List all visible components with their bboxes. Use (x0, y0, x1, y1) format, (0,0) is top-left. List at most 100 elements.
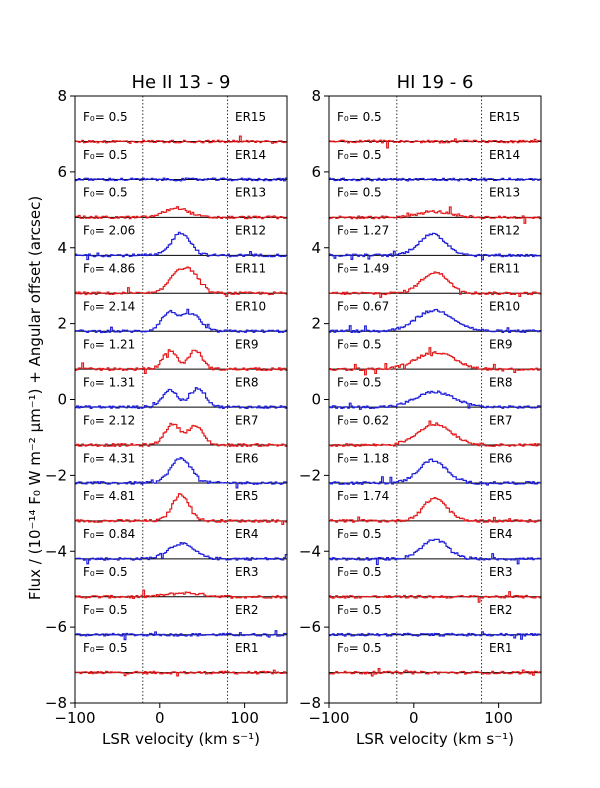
panel-1: He II 13 - 9 LSR velocity (km s⁻¹) F₀= 0.5… (45, 72, 288, 748)
x-tick-label: 0 (155, 709, 165, 727)
y-tick-label: 6 (311, 163, 321, 181)
region-label: ER15 (489, 110, 520, 124)
series-er8 (75, 387, 288, 409)
region-label: ER7 (235, 413, 259, 427)
region-label: ER9 (489, 337, 513, 351)
x-tick-label: −100 (54, 709, 95, 727)
scale-label: F₀= 0.62 (337, 413, 389, 427)
scale-label: F₀= 2.12 (83, 413, 135, 427)
series-er11 (329, 271, 542, 298)
y-tick-label: 8 (311, 87, 321, 105)
x-tick-label: 100 (230, 709, 259, 727)
series-er6 (75, 457, 288, 489)
series-er10 (329, 308, 542, 334)
scale-label: F₀= 0.5 (337, 565, 382, 579)
scale-label: F₀= 1.74 (337, 489, 389, 503)
series-er2 (75, 630, 288, 641)
region-label: ER10 (235, 300, 266, 314)
series-er10 (75, 308, 288, 334)
scale-label: F₀= 4.31 (83, 451, 135, 465)
series-er14 (329, 177, 542, 182)
panel-title: HI 19 - 6 (397, 72, 474, 93)
region-label: ER3 (489, 565, 513, 579)
x-axis-label: LSR velocity (km s⁻¹) (102, 730, 260, 748)
y-tick-label: 2 (57, 315, 67, 333)
y-axis-label: Flux / (10⁻¹⁴ F₀ W m⁻² μm⁻¹) + Angular o… (26, 196, 44, 600)
region-label: ER8 (489, 375, 513, 389)
region-label: ER8 (235, 375, 259, 389)
region-label: ER4 (489, 527, 513, 541)
region-label: ER11 (235, 262, 266, 276)
series-er15 (329, 138, 542, 149)
region-label: ER6 (235, 451, 259, 465)
region-label: ER14 (489, 148, 520, 162)
region-label: ER13 (235, 186, 266, 200)
series-er15 (75, 135, 288, 144)
region-label: ER4 (235, 527, 259, 541)
scale-label: F₀= 0.5 (337, 186, 382, 200)
series-er4 (329, 538, 542, 566)
scale-label: F₀= 4.86 (83, 262, 135, 276)
scale-label: F₀= 0.84 (83, 527, 135, 541)
region-label: ER2 (235, 603, 259, 617)
y-tick-label: −4 (45, 542, 67, 560)
series-er7 (75, 422, 288, 447)
scale-label: F₀= 0.5 (83, 565, 128, 579)
series-er1 (329, 668, 542, 677)
panel-2: HI 19 - 6 LSR velocity (km s⁻¹) F₀= 0.5 ER1… (299, 72, 542, 748)
x-tick-label: 0 (409, 709, 419, 727)
y-tick-label: 8 (57, 87, 67, 105)
panel-title: He II 13 - 9 (132, 72, 231, 93)
scale-label: F₀= 0.5 (83, 603, 128, 617)
y-tick-label: 4 (311, 239, 321, 257)
series-er6 (329, 458, 542, 486)
series-er13 (75, 206, 288, 220)
scale-label: F₀= 1.27 (337, 224, 389, 238)
y-tick-label: 0 (311, 391, 321, 409)
scale-label: F₀= 2.06 (83, 224, 135, 238)
region-label: ER10 (489, 300, 520, 314)
scale-label: F₀= 2.14 (83, 300, 135, 314)
y-tick-label: −6 (299, 618, 321, 636)
scale-label: F₀= 4.81 (83, 489, 135, 503)
region-label: ER12 (235, 224, 266, 238)
region-label: ER2 (489, 603, 513, 617)
scale-label: F₀= 0.5 (337, 641, 382, 655)
region-label: ER13 (489, 186, 520, 200)
scale-label: F₀= 0.67 (337, 300, 389, 314)
y-tick-label: −6 (45, 618, 67, 636)
scale-label: F₀= 0.5 (337, 110, 382, 124)
series-er3 (75, 589, 288, 599)
scale-label: F₀= 0.5 (337, 375, 382, 389)
series-er2 (329, 631, 542, 640)
region-label: ER7 (489, 413, 513, 427)
series-er14 (75, 177, 288, 182)
scale-label: F₀= 1.49 (337, 262, 389, 276)
x-tick-label: 100 (484, 709, 513, 727)
series-er1 (75, 669, 288, 677)
region-label: ER14 (235, 148, 266, 162)
scale-label: F₀= 1.18 (337, 451, 389, 465)
series-er13 (329, 206, 542, 224)
series-er4 (75, 542, 288, 565)
series-er12 (329, 232, 542, 261)
series-er3 (329, 591, 542, 603)
series-er8 (329, 390, 542, 410)
scale-label: F₀= 1.21 (83, 337, 135, 351)
y-tick-label: 0 (57, 391, 67, 409)
y-tick-label: −2 (299, 466, 321, 484)
scale-label: F₀= 0.5 (337, 603, 382, 617)
scale-label: F₀= 0.5 (337, 337, 382, 351)
region-label: ER6 (489, 451, 513, 465)
scale-label: F₀= 0.5 (83, 186, 128, 200)
y-tick-label: −4 (299, 542, 321, 560)
region-label: ER5 (489, 489, 513, 503)
series-er12 (75, 231, 288, 261)
region-label: ER5 (235, 489, 259, 503)
scale-label: F₀= 0.5 (337, 527, 382, 541)
x-axis-label: LSR velocity (km s⁻¹) (356, 730, 514, 748)
region-label: ER1 (235, 641, 259, 655)
series-er7 (329, 420, 542, 447)
scale-label: F₀= 0.5 (337, 148, 382, 162)
